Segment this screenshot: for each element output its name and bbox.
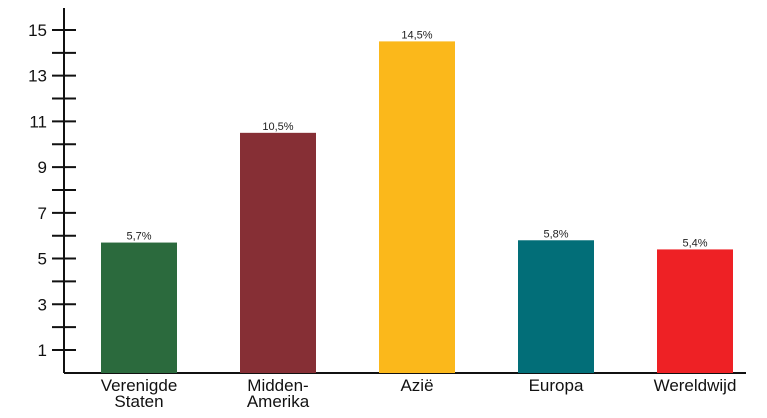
x-category-label-line: Azië <box>400 376 433 395</box>
y-tick-label: 5 <box>38 250 47 269</box>
bar <box>518 240 594 373</box>
x-category-label: Midden-Amerika <box>247 376 310 411</box>
x-category-label-line: Staten <box>114 392 163 411</box>
bar <box>379 41 455 373</box>
y-tick-label: 1 <box>38 341 47 360</box>
y-tick-label: 3 <box>38 295 47 314</box>
x-category-label-line: Europa <box>529 376 584 395</box>
x-category-label-line: Wereldwijd <box>654 376 737 395</box>
x-category-label-line: Verenigde <box>101 376 178 395</box>
x-category-label-line: Amerika <box>247 392 310 411</box>
bar <box>657 249 733 373</box>
x-category-label-line: Midden- <box>247 376 308 395</box>
data-label: 10,5% <box>262 121 293 133</box>
bar <box>240 132 316 373</box>
y-tick-label: 9 <box>38 158 47 177</box>
bars <box>101 41 733 373</box>
data-label: 5,4% <box>682 237 707 249</box>
bar <box>101 242 177 373</box>
x-category-label: Europa <box>529 376 584 395</box>
y-tick-label: 15 <box>28 21 47 40</box>
y-tick-label: 11 <box>29 112 47 131</box>
x-category-label: Azië <box>400 376 433 395</box>
data-label: 5,8% <box>543 228 568 240</box>
x-category-label: Verenigde Staten <box>101 376 178 411</box>
labels: 5,7% Verenigde Staten 10,5% Midden-Amerika 14… <box>101 29 737 411</box>
data-label: 14,5% <box>401 29 432 41</box>
data-label: 5,7% <box>126 231 151 243</box>
y-tick-label: 7 <box>38 204 47 223</box>
y-tick-label: 13 <box>28 67 47 86</box>
x-category-label: Wereldwijd <box>654 376 737 395</box>
